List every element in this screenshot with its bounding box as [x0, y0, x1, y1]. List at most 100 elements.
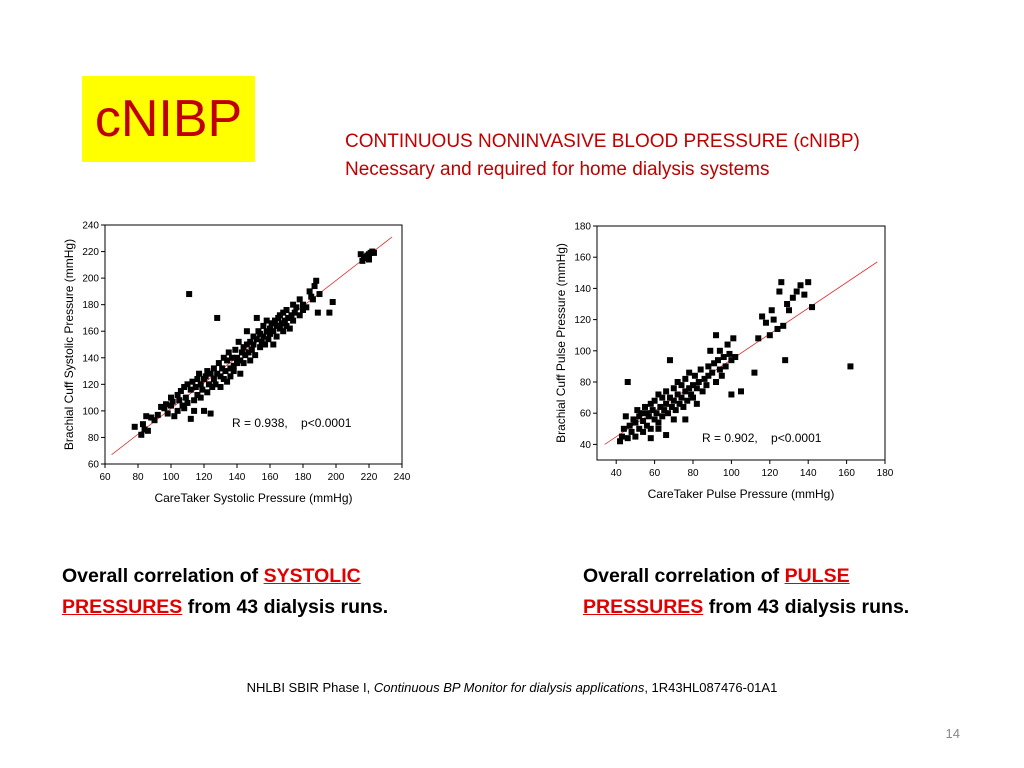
- caption-highlight: PRESSURES: [583, 596, 704, 618]
- data-point: [245, 349, 252, 356]
- data-point: [640, 418, 647, 424]
- x-tick-label: 60: [649, 468, 661, 479]
- data-point: [709, 369, 716, 376]
- data-point: [663, 388, 670, 395]
- data-point: [618, 433, 625, 440]
- data-point: [366, 256, 372, 263]
- data-point: [686, 369, 693, 376]
- data-point: [728, 391, 735, 398]
- data-point: [243, 341, 250, 348]
- data-point: [187, 386, 194, 393]
- data-point: [197, 394, 204, 401]
- data-point: [630, 416, 637, 423]
- data-point: [805, 279, 812, 286]
- data-point: [273, 333, 280, 340]
- data-point: [726, 350, 733, 357]
- data-point: [232, 346, 239, 353]
- data-point: [291, 309, 298, 316]
- y-tick-label: 120: [574, 315, 591, 326]
- data-point: [755, 335, 762, 342]
- systolic-scatter-chart: 60 80 100 120 140 160 180 200 220 240 60 80 100 120 14…: [62, 221, 411, 506]
- data-point: [624, 379, 631, 385]
- data-point: [161, 405, 168, 412]
- data-point: [686, 385, 693, 392]
- y-tick-label: 60: [580, 409, 592, 420]
- y-tick-label: 140: [574, 284, 591, 295]
- data-point: [622, 413, 629, 420]
- y-tick-label: 220: [82, 247, 99, 258]
- data-point: [171, 413, 178, 420]
- data-point: [674, 379, 681, 385]
- data-point: [219, 365, 226, 372]
- y-tick-label: 140: [82, 353, 99, 364]
- x-axis-label: CareTaker Systolic Pressure (mmHg): [154, 491, 352, 505]
- data-point: [184, 399, 191, 406]
- data-point: [780, 322, 787, 329]
- data-point: [248, 346, 255, 353]
- data-point: [252, 352, 259, 359]
- x-tick-label: 120: [761, 468, 778, 479]
- data-point: [151, 417, 158, 424]
- y-tick-label: 180: [574, 222, 591, 233]
- data-point: [714, 357, 721, 364]
- data-point: [653, 410, 660, 417]
- caption-pulse: Overall correlation of PULSE PRESSURES f…: [583, 561, 909, 623]
- data-point: [716, 347, 723, 354]
- data-point: [776, 288, 783, 295]
- data-point: [713, 379, 720, 385]
- data-point: [782, 357, 789, 364]
- data-point: [262, 341, 269, 348]
- data-point: [632, 419, 639, 426]
- x-tick-label: 80: [687, 468, 699, 479]
- data-point: [138, 431, 145, 438]
- data-point: [214, 370, 221, 377]
- data-point: [690, 382, 696, 389]
- data-point: [212, 381, 219, 388]
- data-point: [642, 403, 648, 410]
- data-point: [663, 400, 670, 407]
- data-point: [197, 381, 204, 388]
- data-point: [280, 309, 287, 316]
- data-point: [649, 407, 656, 414]
- data-point: [187, 415, 194, 422]
- data-point: [280, 328, 287, 335]
- y-tick-label: 100: [82, 406, 99, 417]
- data-point: [718, 372, 725, 379]
- data-point: [636, 425, 643, 432]
- data-point: [655, 391, 662, 398]
- data-point: [253, 314, 260, 321]
- caption-text: Overall correlation of: [62, 565, 264, 587]
- data-point: [222, 368, 229, 375]
- data-point: [131, 423, 138, 430]
- data-point: [711, 360, 718, 367]
- data-point: [263, 317, 270, 324]
- data-point: [628, 428, 635, 435]
- data-point: [738, 388, 744, 395]
- data-point: [801, 291, 808, 298]
- data-point: [191, 397, 198, 404]
- data-point: [210, 365, 217, 372]
- data-point: [217, 383, 224, 390]
- data-point: [168, 394, 174, 401]
- data-point: [786, 307, 792, 314]
- data-point: [670, 385, 677, 392]
- data-point: [199, 386, 206, 393]
- caption-text: from 43 dialysis runs.: [703, 596, 910, 618]
- x-tick-label: 140: [800, 468, 817, 479]
- data-point: [177, 387, 184, 394]
- data-point: [695, 379, 702, 385]
- data-point: [705, 372, 712, 379]
- data-point: [847, 363, 854, 370]
- data-point: [703, 382, 710, 389]
- x-tick-label: 100: [723, 468, 740, 479]
- data-point: [730, 335, 737, 342]
- data-point: [270, 341, 277, 348]
- footer-text: , 1R43HL087476-01A1: [644, 680, 778, 695]
- data-point: [762, 319, 769, 326]
- x-tick-label: 80: [132, 472, 144, 483]
- data-point: [154, 411, 161, 418]
- data-point: [234, 360, 240, 367]
- data-point: [242, 352, 249, 359]
- caption-highlight: PULSE: [784, 565, 850, 587]
- data-point: [139, 421, 146, 428]
